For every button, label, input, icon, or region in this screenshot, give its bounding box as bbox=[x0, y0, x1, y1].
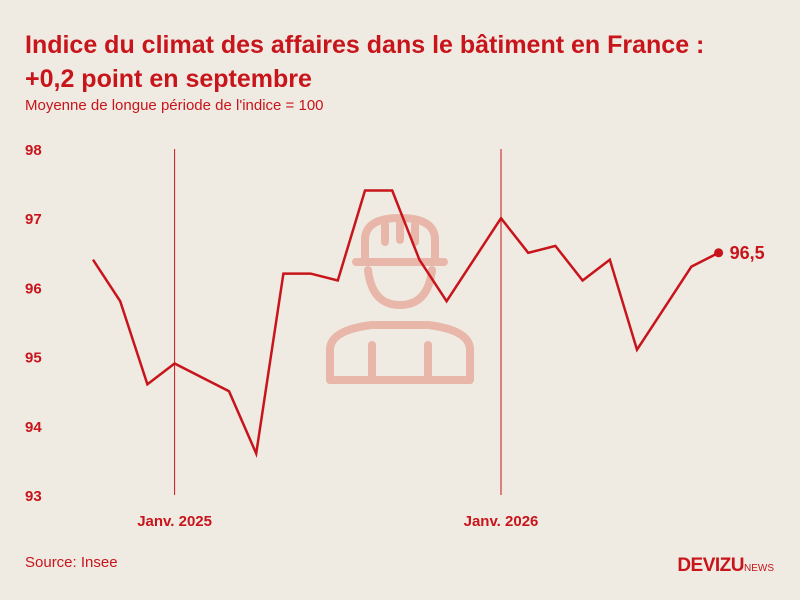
chart-title: Indice du climat des affaires dans le bâ… bbox=[25, 28, 785, 96]
last-point-marker bbox=[714, 248, 724, 258]
title-line-2: +0,2 point en septembre bbox=[25, 65, 312, 93]
series-line bbox=[91, 189, 720, 458]
logo-main: DEVIZU bbox=[677, 555, 744, 576]
x-tick-label: Janv. 2026 bbox=[464, 513, 539, 530]
y-tick-label: 94 bbox=[25, 419, 42, 436]
chart-subtitle: Moyenne de longue période de l'indice = … bbox=[25, 97, 324, 114]
title-line-1: Indice du climat des affaires dans le bâ… bbox=[25, 31, 705, 59]
logo-suffix: NEWS bbox=[744, 563, 774, 574]
january-markers bbox=[174, 149, 502, 495]
y-tick-label: 98 bbox=[25, 142, 42, 159]
y-tick-label: 97 bbox=[25, 211, 42, 228]
last-value-label: 96,5 bbox=[730, 243, 765, 263]
y-tick-label: 96 bbox=[25, 280, 42, 297]
construction-worker-icon bbox=[326, 214, 474, 384]
brand-logo: DEVIZUNEWS bbox=[677, 555, 774, 577]
y-tick-label: 95 bbox=[25, 350, 42, 367]
x-tick-label: Janv. 2025 bbox=[137, 513, 212, 530]
y-tick-label: 93 bbox=[25, 488, 42, 505]
y-axis: 98 97 96 95 94 93 bbox=[25, 142, 42, 505]
series-climat-affaires: 96,5 bbox=[91, 189, 765, 458]
source-note: Source: Insee bbox=[25, 554, 118, 571]
x-axis: Janv. 2025 Janv. 2026 bbox=[137, 513, 538, 530]
